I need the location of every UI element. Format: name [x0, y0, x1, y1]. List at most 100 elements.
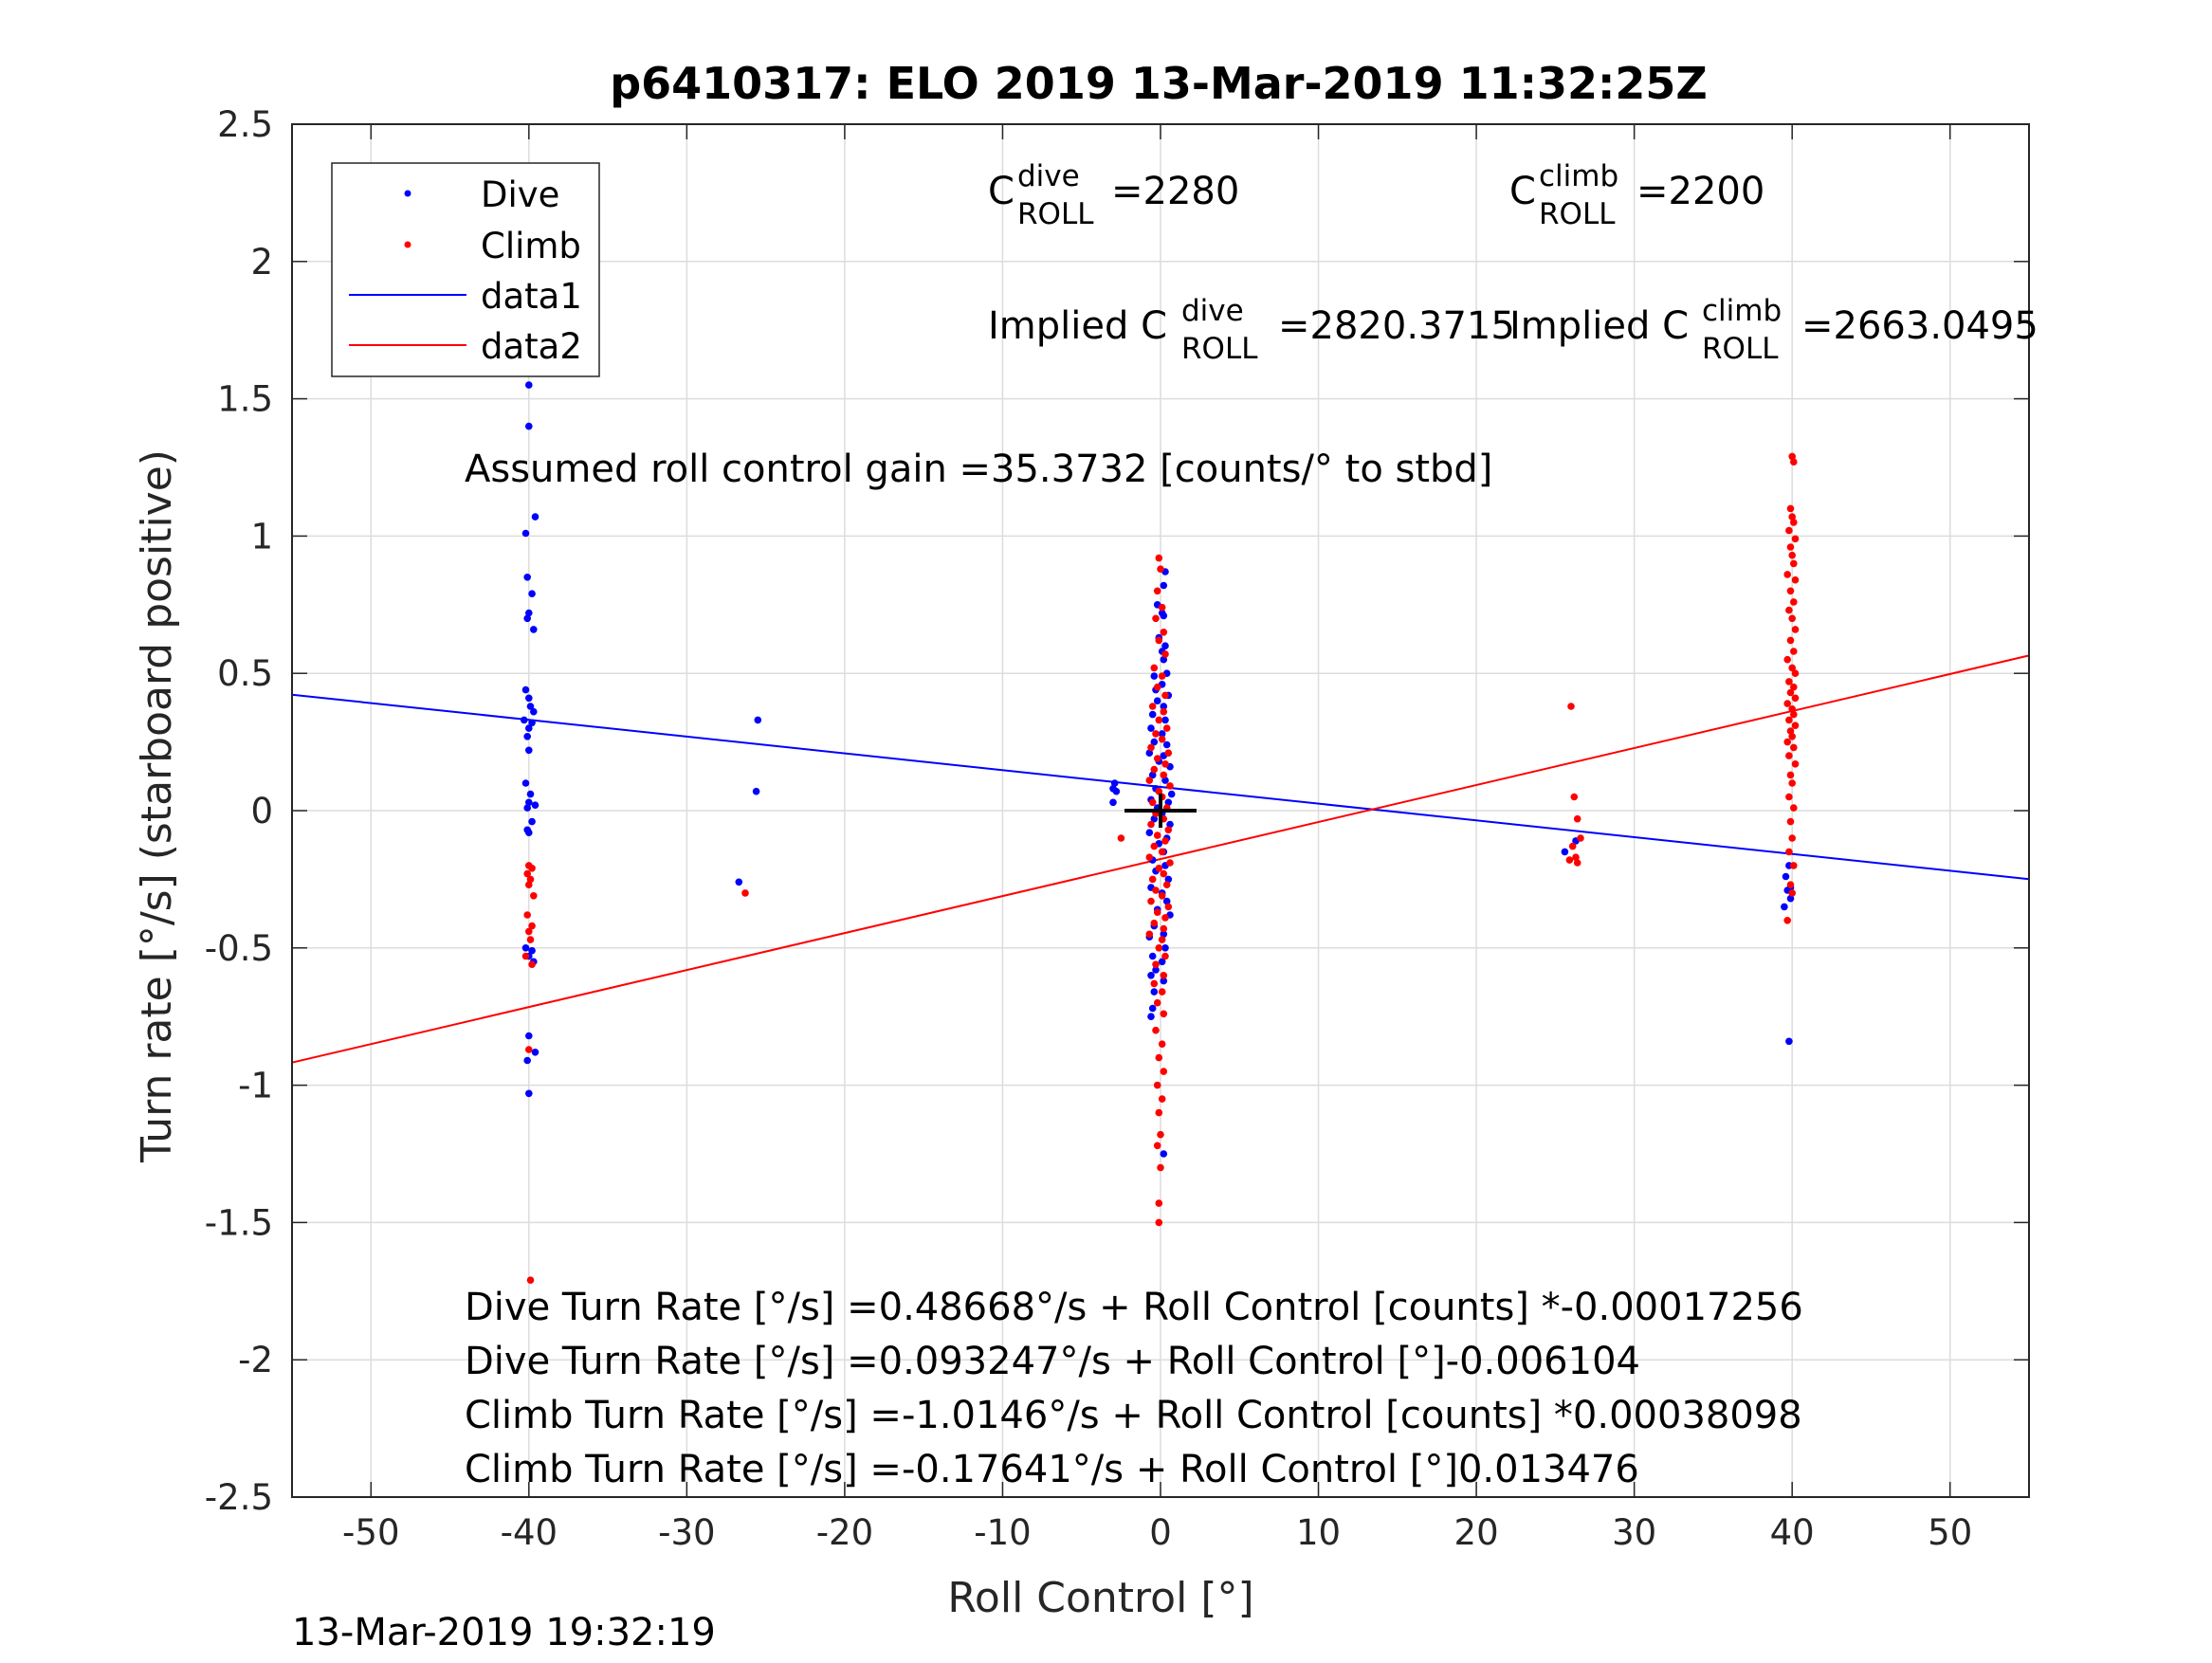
- data-point-climb: [1783, 571, 1791, 578]
- data-point-climb: [1791, 535, 1800, 543]
- data-point-dive: [528, 817, 536, 826]
- data-point-climb: [1786, 587, 1795, 595]
- data-point-dive: [1147, 972, 1155, 979]
- data-point-dive: [1164, 875, 1173, 884]
- data-point-dive: [1781, 903, 1788, 911]
- data-point-dive: [521, 779, 530, 787]
- data-point-dive: [1109, 798, 1117, 807]
- data-point-climb: [525, 927, 533, 936]
- data-point-climb: [1160, 869, 1168, 878]
- data-point-climb: [1161, 952, 1169, 960]
- data-point-climb: [1153, 1081, 1161, 1089]
- data-point-climb: [1158, 936, 1166, 943]
- data-point-dive: [1160, 930, 1168, 939]
- data-point-climb: [1161, 760, 1169, 768]
- data-point-dive: [1161, 777, 1169, 784]
- data-point-dive: [1153, 697, 1161, 704]
- data-point-dive: [1160, 977, 1168, 985]
- data-point-dive: [531, 513, 539, 521]
- data-point-climb: [1161, 837, 1169, 845]
- data-point-climb: [1155, 716, 1163, 724]
- data-point-climb: [1145, 853, 1154, 861]
- data-point-dive: [531, 801, 539, 809]
- data-point-dive: [1150, 672, 1159, 680]
- data-point-climb: [1791, 669, 1800, 677]
- data-point-climb: [1790, 804, 1798, 812]
- data-point-climb: [1160, 707, 1168, 716]
- data-point-climb: [530, 892, 538, 900]
- data-point-dive: [521, 944, 530, 952]
- c-dive-sub: ROLL: [1017, 197, 1094, 231]
- y-tick-label: -1: [238, 1066, 273, 1106]
- data-point-dive: [525, 798, 533, 807]
- data-point-climb: [1785, 716, 1793, 724]
- data-point-climb: [1162, 724, 1171, 732]
- data-point-dive: [1786, 894, 1795, 903]
- data-point-climb: [1790, 710, 1798, 719]
- data-point-dive: [1148, 952, 1157, 960]
- data-point-climb: [1150, 765, 1159, 774]
- data-point-dive: [1166, 820, 1174, 829]
- data-point-climb: [1157, 1163, 1164, 1172]
- x-tick-label: 30: [1612, 1512, 1656, 1553]
- data-point-climb: [1160, 629, 1168, 636]
- series-climb: [521, 452, 1800, 1284]
- data-point-dive: [521, 685, 530, 694]
- data-point-dive: [523, 1056, 531, 1065]
- c-climb-sub: ROLL: [1539, 197, 1616, 231]
- fit-line-data1: [291, 693, 2030, 881]
- data-point-climb: [1160, 972, 1168, 979]
- data-point-climb: [1783, 738, 1791, 746]
- data-point-dive: [1110, 779, 1119, 787]
- data-point-dive: [1161, 716, 1169, 724]
- data-point-dive: [523, 574, 531, 581]
- data-point-dive: [530, 707, 538, 716]
- data-point-climb: [1783, 655, 1791, 664]
- data-point-climb: [1164, 826, 1173, 834]
- data-point-climb: [1161, 914, 1169, 922]
- data-point-climb: [1155, 1218, 1163, 1227]
- implied-climb-value: =2663.0495: [1801, 304, 2038, 348]
- data-point-dive: [735, 878, 743, 886]
- data-point-climb: [1155, 554, 1163, 562]
- data-point-dive: [525, 1089, 533, 1098]
- data-point-dive: [1150, 988, 1159, 996]
- y-tick-label: -2.5: [205, 1477, 273, 1518]
- data-point-climb: [1155, 1199, 1163, 1207]
- data-point-climb: [1790, 683, 1798, 691]
- legend-label-data1: data1: [481, 276, 582, 317]
- equation-climb-counts: Climb Turn Rate [°/s] =-1.0146°/s + Roll…: [465, 1394, 1802, 1437]
- c-dive-value: =2280: [1111, 170, 1239, 213]
- y-axis-label: Turn rate [°/s] (starboard positive): [133, 449, 181, 1163]
- data-point-climb: [528, 922, 536, 930]
- data-point-dive: [528, 590, 536, 597]
- data-point-climb: [1150, 979, 1159, 988]
- data-point-climb: [1791, 626, 1800, 633]
- data-point-climb: [1790, 648, 1798, 655]
- data-point-climb: [1148, 875, 1157, 884]
- data-point-dive: [523, 804, 531, 812]
- data-point-climb: [1786, 727, 1795, 735]
- data-point-climb: [1785, 793, 1793, 801]
- data-point-climb: [1568, 842, 1577, 850]
- data-point-dive: [1148, 771, 1157, 779]
- data-point-climb: [1158, 735, 1166, 743]
- y-tick-label: 1.5: [217, 379, 273, 420]
- data-point-climb: [1577, 834, 1584, 842]
- data-point-dive: [528, 719, 536, 727]
- data-point-climb: [1788, 834, 1796, 842]
- data-point-climb: [1147, 897, 1155, 905]
- data-points: [521, 381, 1800, 1284]
- x-tick-label: -20: [816, 1512, 873, 1553]
- data-point-dive: [1161, 944, 1169, 952]
- data-point-dive: [525, 381, 533, 389]
- data-point-dive: [1150, 814, 1159, 823]
- data-point-climb: [1790, 458, 1798, 466]
- x-tick-label: 10: [1296, 1512, 1341, 1553]
- data-point-climb: [1791, 576, 1800, 584]
- data-point-climb: [1573, 814, 1581, 823]
- data-point-climb: [523, 869, 531, 878]
- data-point-climb: [526, 875, 535, 884]
